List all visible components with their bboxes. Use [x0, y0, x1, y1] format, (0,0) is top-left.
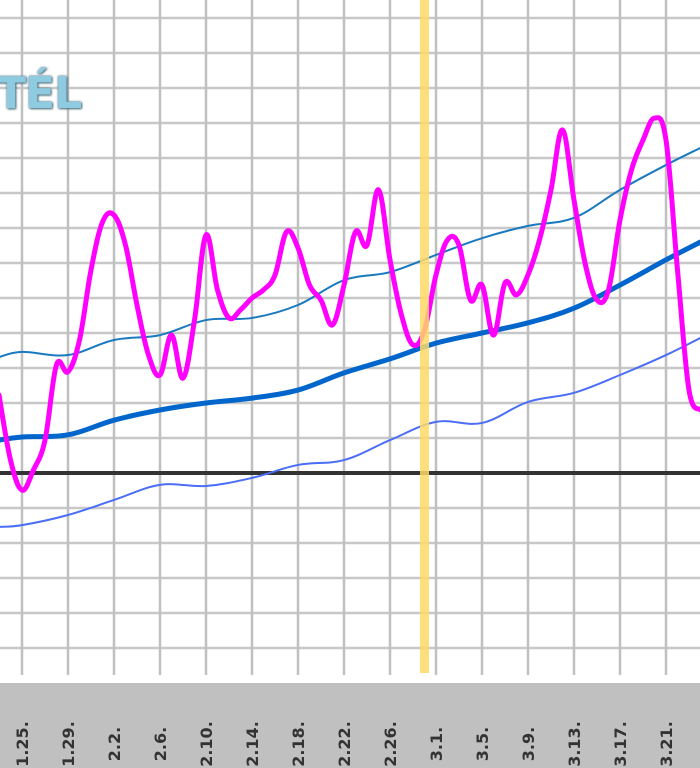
chart-title: TÉL — [0, 68, 82, 119]
series-lines — [0, 115, 700, 528]
x-tick-label: 2.26. — [381, 721, 400, 767]
x-tick-label: 1.25. — [13, 721, 32, 767]
x-tick-label: 3.5. — [473, 727, 492, 761]
x-tick-label: 3.21. — [657, 721, 676, 767]
x-tick-labels: 1.25. 1.29. 2.2. 2.6. 2.10. 2.14. 2.18. 2.22. 2.… — [13, 721, 676, 767]
x-tick-label: 2.2. — [105, 727, 124, 761]
x-tick-label: 2.22. — [335, 721, 354, 767]
thick-blue-series-line — [0, 239, 700, 443]
lower-blue-series-line — [0, 337, 700, 528]
x-tick-label: 2.14. — [243, 721, 262, 767]
x-tick-label: 2.18. — [289, 721, 308, 767]
x-tick-label: 3.9. — [519, 727, 538, 761]
x-axis-band — [0, 683, 700, 768]
x-tick-label: 1.29. — [59, 721, 78, 767]
grid — [0, 0, 700, 675]
x-tick-label: 3.13. — [565, 721, 584, 767]
magenta-series-line — [0, 115, 700, 493]
x-tick-label: 3.17. — [611, 721, 630, 767]
x-tick-label: 2.10. — [197, 721, 216, 767]
x-tick-label: 3.1. — [427, 727, 446, 761]
x-tick-label: 2.6. — [151, 727, 170, 761]
